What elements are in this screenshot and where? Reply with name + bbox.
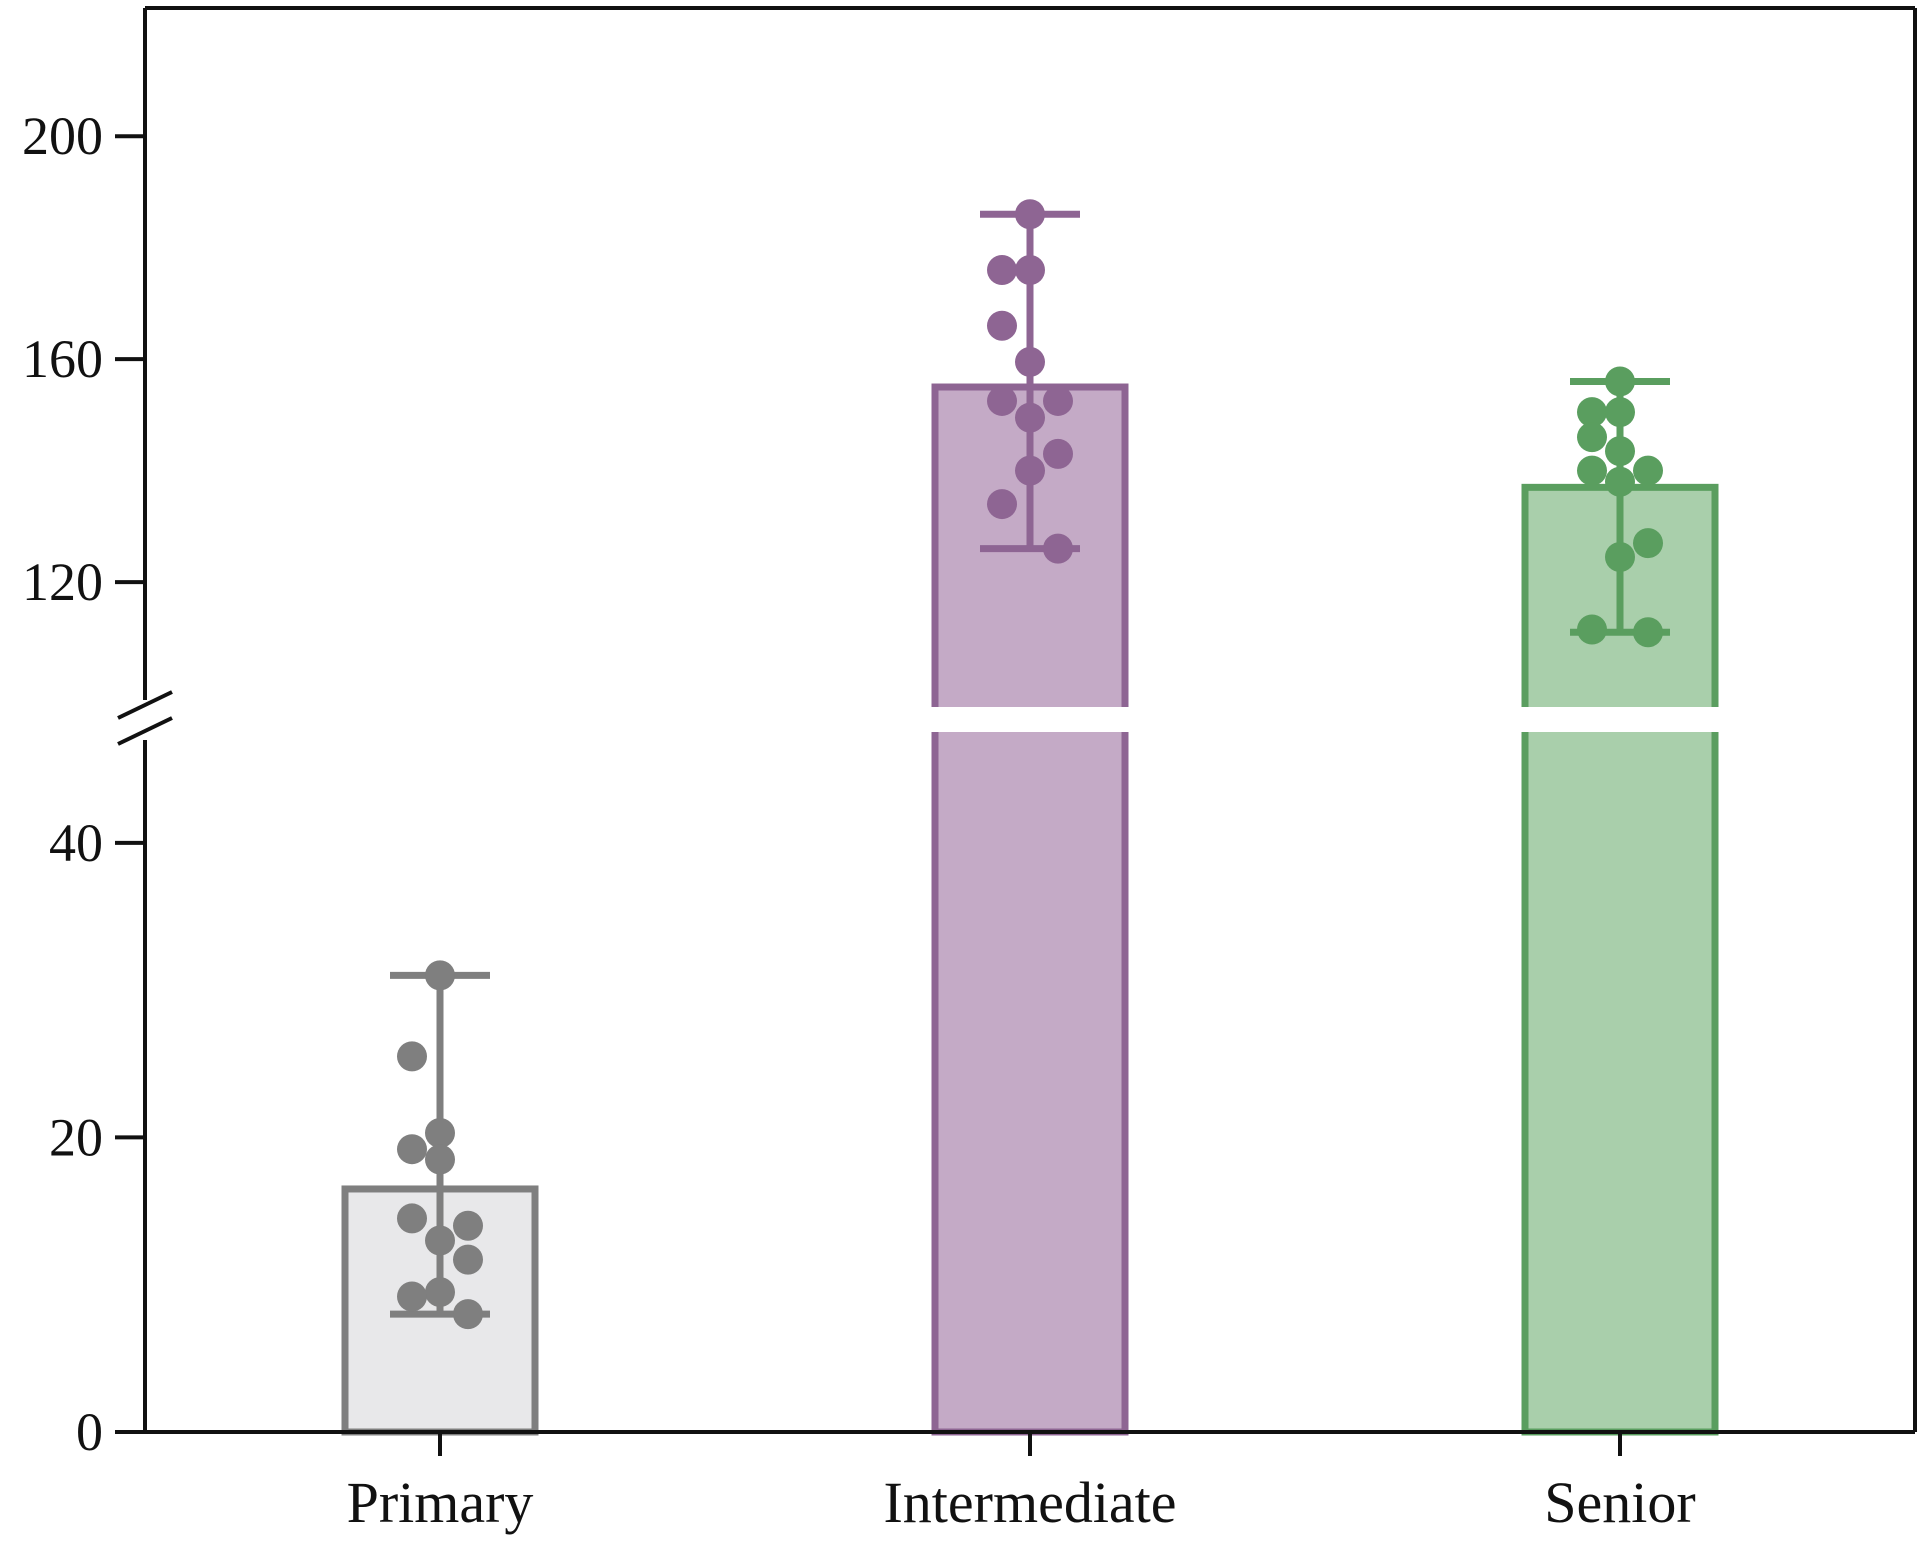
- bars: [341, 210, 1723, 1436]
- data-point-senior: [1577, 614, 1607, 645]
- data-point-primary: [453, 1210, 483, 1241]
- data-point-senior: [1577, 455, 1607, 486]
- data-point-intermediate: [987, 489, 1017, 520]
- axis-break-gap-intermediate: [927, 707, 1133, 732]
- data-point-primary: [397, 1281, 427, 1312]
- y-tick-label: 20: [49, 1107, 103, 1167]
- data-point-primary: [397, 1041, 427, 1072]
- y-tick-label: 120: [22, 552, 103, 612]
- data-point-intermediate: [987, 385, 1017, 416]
- data-point-primary: [425, 1144, 455, 1175]
- data-point-intermediate: [1043, 385, 1073, 416]
- y-tick-label: 40: [49, 813, 103, 873]
- data-point-primary: [397, 1203, 427, 1234]
- data-point-primary: [425, 1117, 455, 1148]
- axes: [115, 6, 1917, 1456]
- axis-break-gap-senior: [1517, 707, 1723, 732]
- data-point-senior: [1605, 542, 1635, 573]
- x-tick-label-senior: Senior: [1544, 1470, 1695, 1535]
- data-point-intermediate: [987, 310, 1017, 341]
- y-tick-label: 200: [22, 106, 103, 166]
- data-point-intermediate: [1015, 346, 1045, 377]
- x-tick-label-primary: Primary: [347, 1470, 534, 1535]
- data-point-intermediate: [987, 254, 1017, 285]
- data-points: [397, 199, 1663, 1330]
- x-tick-label-intermediate: Intermediate: [883, 1470, 1176, 1535]
- data-point-senior: [1605, 436, 1635, 467]
- y-tick-label: 0: [76, 1402, 103, 1462]
- y-tick-label: 160: [22, 329, 103, 389]
- data-point-primary: [425, 1277, 455, 1308]
- data-point-primary: [425, 960, 455, 991]
- data-point-intermediate: [1015, 455, 1045, 486]
- data-point-senior: [1633, 617, 1663, 648]
- bar-intermediate: [931, 383, 1129, 1436]
- data-point-senior: [1577, 397, 1607, 428]
- data-point-senior: [1605, 466, 1635, 497]
- data-point-intermediate: [1015, 254, 1045, 285]
- labels: Primary Intermediate Senior 0 20 40 120 160 200: [22, 106, 1696, 1535]
- data-point-intermediate: [1015, 402, 1045, 433]
- data-point-senior: [1633, 455, 1663, 486]
- data-point-senior: [1605, 397, 1635, 428]
- data-point-primary: [453, 1244, 483, 1275]
- data-point-senior: [1605, 366, 1635, 397]
- axis-break-mark: [117, 690, 173, 720]
- data-point-intermediate: [1043, 533, 1073, 564]
- data-point-senior: [1633, 528, 1663, 559]
- data-point-primary: [425, 1225, 455, 1256]
- axis-break-mark: [117, 716, 173, 746]
- data-point-senior: [1577, 422, 1607, 453]
- data-point-primary: [397, 1134, 427, 1165]
- data-point-intermediate: [1043, 438, 1073, 469]
- data-point-intermediate: [1015, 199, 1045, 230]
- data-point-primary: [453, 1299, 483, 1330]
